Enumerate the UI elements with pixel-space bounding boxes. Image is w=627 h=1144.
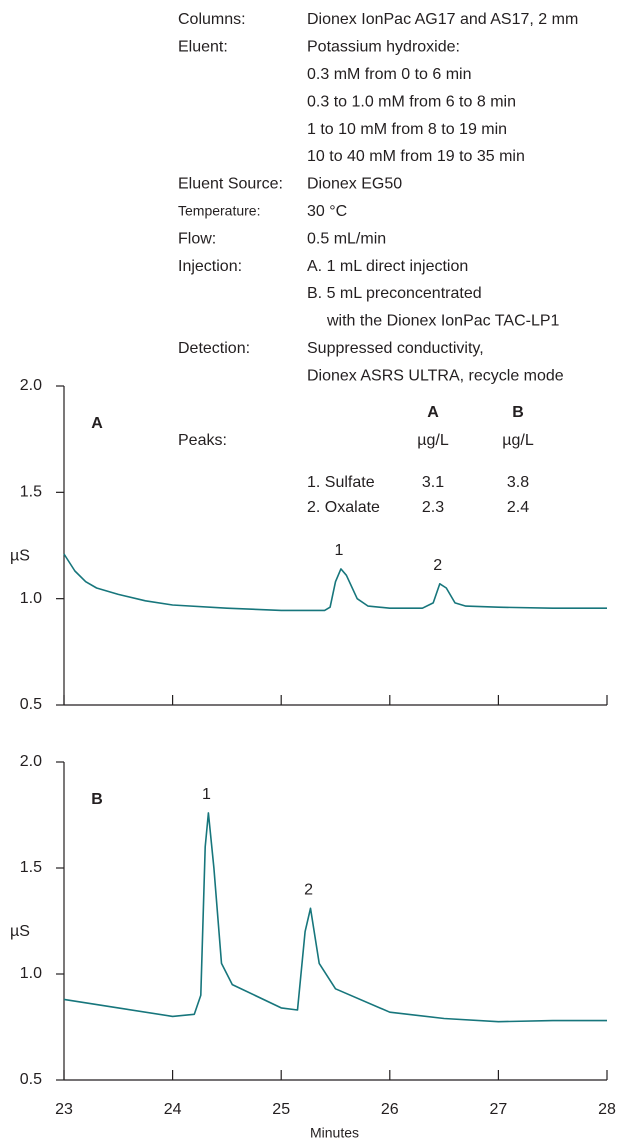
- condition-value: Dionex IonPac AG17 and AS17, 2 mm: [307, 11, 578, 28]
- peak-amount: 3.1: [422, 474, 444, 491]
- panel-label: A: [91, 415, 103, 432]
- condition-value: 1 to 10 mM from 8 to 19 min: [307, 121, 507, 138]
- panel-label: B: [91, 791, 103, 808]
- peak-number: 2: [304, 881, 313, 898]
- x-tick-label: 25: [272, 1101, 290, 1118]
- x-axis-label: Minutes: [310, 1125, 359, 1141]
- condition-value: 0.5 mL/min: [307, 230, 386, 247]
- condition-label: Detection:: [178, 340, 250, 357]
- condition-value: A. 1 mL direct injection: [307, 258, 468, 275]
- peak-name: 2. Oxalate: [307, 499, 380, 516]
- peak-number: 2: [433, 557, 442, 574]
- x-tick-label: 24: [164, 1101, 182, 1118]
- condition-value: with the Dionex IonPac TAC-LP1: [326, 313, 560, 330]
- y-tick-label: 2.0: [20, 377, 42, 394]
- x-tick-label: 23: [55, 1101, 73, 1118]
- y-axis-label: µS: [10, 923, 30, 940]
- y-tick-label: 1.5: [20, 859, 42, 876]
- trace: [63, 812, 607, 1023]
- peak-column-header: B: [512, 404, 524, 421]
- y-tick-label: 0.5: [20, 1071, 42, 1088]
- peak-number: 1: [202, 786, 211, 803]
- condition-label: Temperature:: [178, 203, 260, 219]
- condition-value: Dionex ASRS ULTRA, recycle mode: [307, 367, 564, 384]
- condition-value: 30 °C: [307, 203, 347, 220]
- peak-amount: 2.3: [422, 499, 444, 516]
- condition-value: B. 5 mL preconcentrated: [307, 285, 482, 302]
- trace: [63, 553, 607, 612]
- condition-label: Injection:: [178, 258, 242, 275]
- y-axis-label: µS: [10, 547, 30, 564]
- condition-value: 10 to 40 mM from 19 to 35 min: [307, 148, 525, 165]
- peak-column-unit: µg/L: [417, 432, 449, 449]
- condition-value: Dionex EG50: [307, 176, 402, 193]
- y-tick-label: 1.5: [20, 484, 42, 501]
- condition-value: 0.3 mM from 0 to 6 min: [307, 66, 472, 83]
- peak-column-header: A: [427, 404, 439, 421]
- peak-number: 1: [334, 542, 343, 559]
- condition-label: Eluent:: [178, 39, 228, 56]
- peak-amount: 3.8: [507, 474, 529, 491]
- condition-value: 0.3 to 1.0 mM from 6 to 8 min: [307, 93, 516, 110]
- x-tick-label: 27: [490, 1101, 508, 1118]
- condition-label: Flow:: [178, 230, 216, 247]
- peak-column-unit: µg/L: [502, 432, 534, 449]
- peak-name: 1. Sulfate: [307, 474, 375, 491]
- y-tick-label: 1.0: [20, 965, 42, 982]
- condition-label: Columns:: [178, 11, 246, 28]
- peak-amount: 2.4: [507, 499, 529, 516]
- condition-label: Eluent Source:: [178, 176, 283, 193]
- y-tick-label: 2.0: [20, 753, 42, 770]
- condition-value: Potassium hydroxide:: [307, 39, 460, 56]
- x-tick-label: 26: [381, 1101, 399, 1118]
- peaks-label: Peaks:: [178, 432, 227, 449]
- x-tick-label: 28: [598, 1101, 616, 1118]
- condition-value: Suppressed conductivity,: [307, 340, 484, 357]
- y-tick-label: 0.5: [20, 696, 42, 713]
- y-tick-label: 1.0: [20, 590, 42, 607]
